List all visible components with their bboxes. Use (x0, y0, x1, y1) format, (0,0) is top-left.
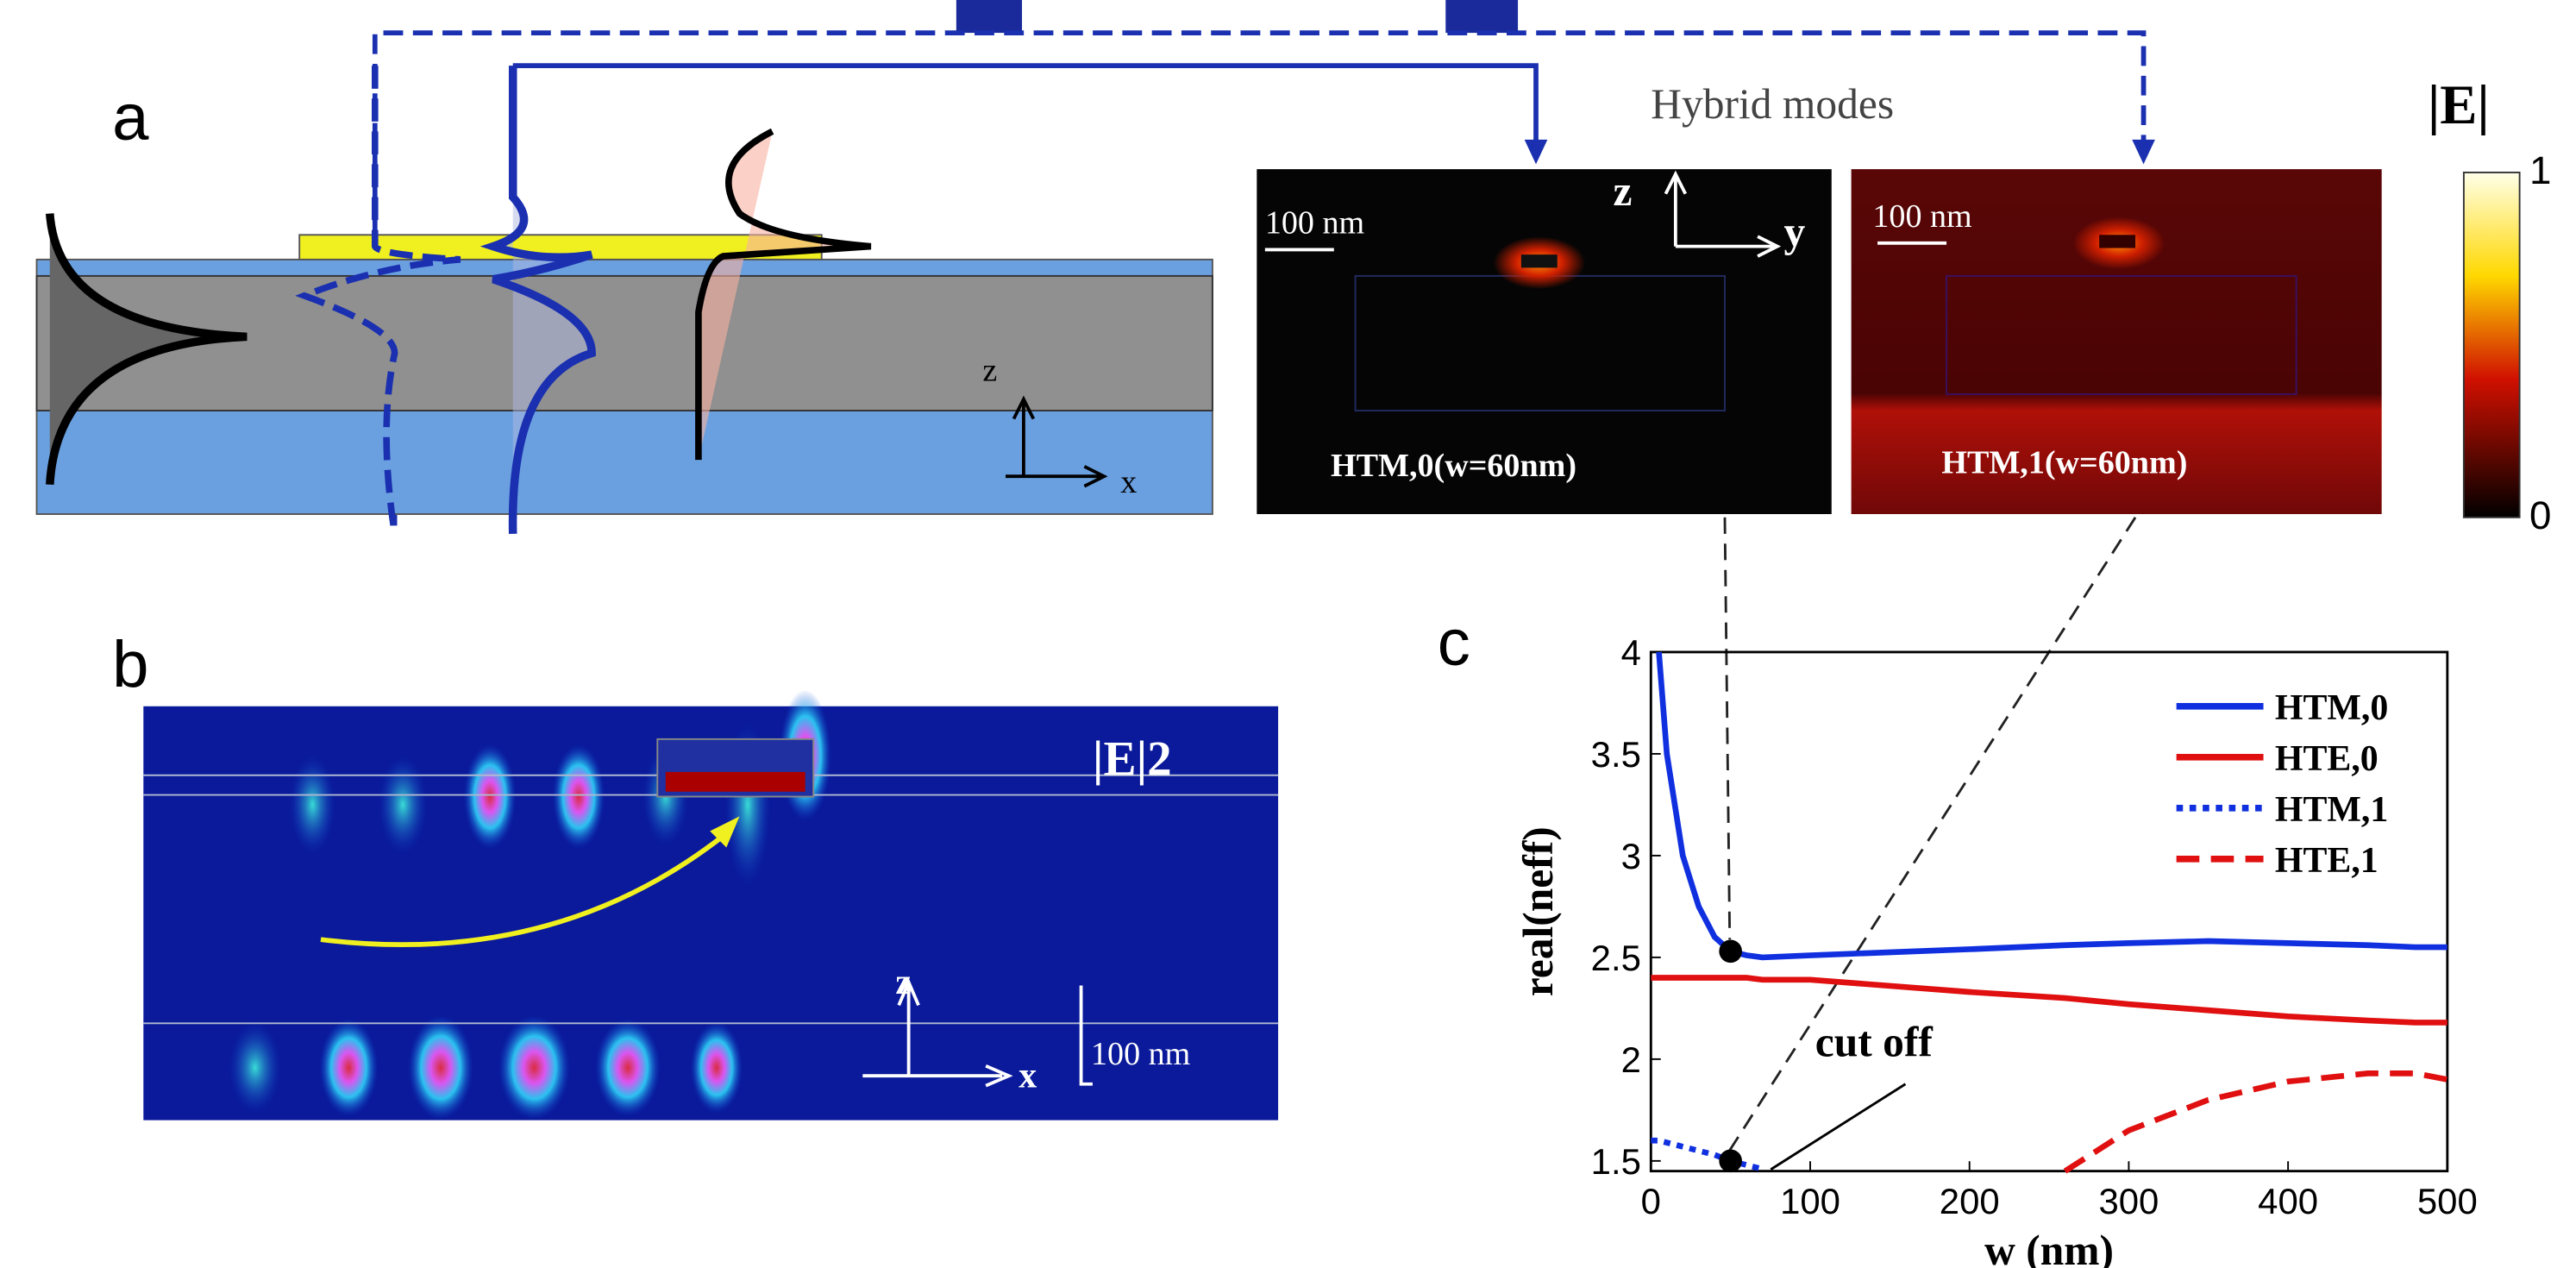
mode-label: HTM,0(w=60nm) (1331, 448, 1576, 484)
mode-maps: Hybrid modes 100 nm 100 nm z y HTM,0(w=6… (1257, 74, 2551, 537)
panel-b: b z x 100 nm |E|2 (112, 628, 1278, 1120)
series-line (2065, 1073, 2448, 1171)
scale-label: 100 nm (1091, 1036, 1191, 1072)
legend-label: HTE,0 (2275, 739, 2379, 779)
axis-label: x (1120, 464, 1137, 500)
plot-frame (1651, 652, 2448, 1171)
annotation: cut off (1815, 1018, 1934, 1065)
mode-label: HTM,1(w=60nm) (1941, 444, 2187, 480)
x-tick-label: 0 (1641, 1181, 1661, 1221)
legend-label: HTM,1 (2275, 790, 2388, 830)
x-axis-label: w (nm) (1984, 1227, 2114, 1268)
x-tick-label: 500 (2417, 1181, 2478, 1221)
panel-label: a (112, 81, 149, 154)
marker (1719, 939, 1742, 963)
y-tick-label: 1.5 (1591, 1141, 1641, 1182)
figure: a z x Hybrid modes 100 nm 100 nm z y HTM… (0, 0, 2576, 1268)
x-tick-label: 200 (1940, 1181, 2000, 1221)
colorbar-title: |E| (2428, 74, 2490, 136)
axis-label: z (1614, 167, 1633, 215)
panel-label: c (1438, 606, 1470, 680)
colorbar-label: 0 (2529, 493, 2551, 537)
x-tick-label: 300 (2098, 1181, 2159, 1221)
x-tick-label: 400 (2258, 1181, 2318, 1221)
legend-label: HTE,1 (2275, 841, 2379, 881)
colorbar-label: 1 (2529, 148, 2551, 192)
chart: 0 100 200 300 400 500 1.5 2 2.5 3 3.5 4 w (nm) real(n… (1514, 632, 2478, 1268)
series-line (1651, 1140, 1762, 1169)
panel-a: a z x (37, 66, 1213, 534)
axis-label: z (982, 353, 997, 389)
map-title: |E|2 (1093, 732, 1172, 787)
marker (1719, 1150, 1742, 1173)
axis-label: y (1784, 209, 1806, 256)
panel-label: b (112, 628, 148, 701)
y-tick-label: 2.5 (1591, 938, 1641, 978)
y-axis-label: real(neff) (1514, 826, 1562, 996)
heading: Hybrid modes (1651, 80, 1894, 128)
scale-label: 100 nm (1872, 198, 1972, 235)
page: {"labels":{"panel_a":"a","panel_b":"b","… (0, 0, 2576, 1268)
x-tick-label: 100 (1780, 1181, 1840, 1221)
axis-label: x (1018, 1057, 1037, 1096)
y-tick-label: 3 (1621, 836, 1641, 876)
legend-label: HTM,0 (2275, 688, 2388, 728)
y-tick-label: 4 (1621, 632, 1641, 673)
axis-label: z (895, 963, 912, 1002)
series-line (1651, 977, 2448, 1022)
annotation-arrow (1771, 1084, 1905, 1170)
y-tick-label: 2 (1621, 1039, 1641, 1080)
scale-label: 100 nm (1265, 204, 1365, 241)
y-tick-label: 3.5 (1591, 734, 1641, 775)
